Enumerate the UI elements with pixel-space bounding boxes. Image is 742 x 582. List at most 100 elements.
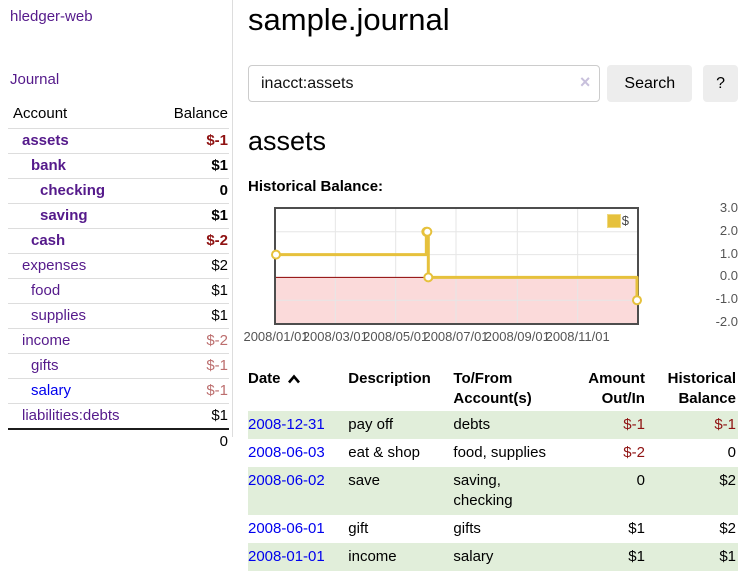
account-row: supplies $1 xyxy=(8,303,229,329)
account-row: liabilities:debts $1 xyxy=(8,403,229,430)
balance-chart: $ 3.0 2.0 1.0 0.0 -1.0 -2.0 2008/01/01 2008/03/… xyxy=(243,200,738,350)
sidebar-item-journal[interactable]: Journal xyxy=(10,71,60,88)
transaction-date-link[interactable]: 2008-06-01 xyxy=(248,520,325,537)
data-point-marker xyxy=(422,226,433,237)
account-row: saving $1 xyxy=(8,203,229,229)
search-bar: × Search ? xyxy=(248,65,738,102)
transaction-cell-balance: 0 xyxy=(727,444,736,461)
chart-plot-area[interactable]: $ xyxy=(271,207,642,325)
account-row: income $-2 xyxy=(8,328,229,354)
legend-label: $ xyxy=(621,213,629,228)
register-header-accounts: To/From Account(s) xyxy=(453,370,532,407)
register-header-balance: Historical Balance xyxy=(667,370,736,407)
transaction-cell-description: pay off xyxy=(348,411,454,439)
y-axis-tick-label: 3.0 xyxy=(719,200,738,215)
account-link[interactable]: bank xyxy=(31,157,67,174)
transaction-row[interactable]: 2008-06-03 eat & shop food, supplies $-2 0 xyxy=(248,439,738,467)
account-link[interactable]: assets xyxy=(22,132,69,149)
chart-svg xyxy=(271,209,642,323)
accounts-header-balance: Balance xyxy=(151,102,229,129)
account-link[interactable]: saving xyxy=(40,207,88,224)
transaction-row[interactable]: 2008-01-01 income salary $1 $1 xyxy=(248,543,738,571)
data-point-marker xyxy=(632,295,642,306)
app-brand-link[interactable]: hledger-web xyxy=(10,8,93,25)
register-header-date[interactable]: Date xyxy=(248,367,348,411)
data-point-marker xyxy=(423,272,434,283)
account-balance: $1 xyxy=(151,278,229,304)
account-link[interactable]: liabilities:debts xyxy=(22,407,120,424)
accounts-total-spacer xyxy=(8,428,152,454)
transaction-date-link[interactable]: 2008-06-03 xyxy=(248,444,325,461)
transaction-cell-amount: $-2 xyxy=(623,444,645,461)
account-row: food $1 xyxy=(8,278,229,304)
account-balance: $-2 xyxy=(151,228,229,254)
search-input[interactable] xyxy=(248,65,601,102)
transaction-date-cell: 2008-01-01 xyxy=(248,543,349,571)
transaction-date-cell: 2008-06-01 xyxy=(248,515,348,543)
accounts-total-balance: 0 xyxy=(151,428,229,454)
sort-ascending-icon xyxy=(287,374,300,384)
transaction-date-link[interactable]: 2008-06-02 xyxy=(248,472,325,489)
account-balance: $1 xyxy=(151,203,229,229)
transaction-cell-accounts: saving, checking xyxy=(453,467,566,515)
accounts-total-row: 0 xyxy=(8,428,229,454)
transaction-cell-accounts: salary xyxy=(453,543,566,571)
transaction-cell-description: save xyxy=(348,467,454,515)
y-axis-tick-label: -2.0 xyxy=(715,314,738,329)
account-link[interactable]: supplies xyxy=(31,307,87,324)
account-link[interactable]: gifts xyxy=(31,357,59,374)
account-link[interactable]: expenses xyxy=(22,257,87,274)
transaction-cell-balance: $1 xyxy=(646,543,738,571)
account-link[interactable]: checking xyxy=(40,182,106,199)
transaction-cell-accounts: debts xyxy=(453,411,566,439)
account-row: checking 0 xyxy=(8,178,229,204)
account-balance: $-1 xyxy=(151,128,229,154)
account-balance: 0 xyxy=(151,178,229,204)
transaction-date-link[interactable]: 2008-01-01 xyxy=(248,548,325,565)
transaction-row[interactable]: 2008-06-01 gift gifts $1 $2 xyxy=(248,515,738,543)
register-table: Date Description To/From Account(s) Amou… xyxy=(248,367,738,571)
register-tbody: 2008-12-31 pay off debts $-1 $-1 2008-06-03 ea… xyxy=(248,411,738,571)
transaction-cell-balance: $2 xyxy=(646,467,738,515)
transaction-cell-amount: 0 xyxy=(565,467,647,515)
help-button[interactable]: ? xyxy=(703,65,738,102)
y-axis-tick-label: -1.0 xyxy=(715,291,738,307)
transaction-date-cell: 2008-06-02 xyxy=(248,467,349,515)
account-link[interactable]: cash xyxy=(31,232,66,249)
account-balance: $2 xyxy=(151,253,229,279)
account-heading: assets xyxy=(248,126,327,156)
main-content: sample.journal × Search ? assets Histori… xyxy=(243,0,738,571)
accounts-header-account: Account xyxy=(8,102,152,129)
accounts-tbody: assets $-1 bank $1 checking 0 saving $1 cash $-2 e… xyxy=(8,128,229,430)
y-axis-tick-label: 2.0 xyxy=(719,222,738,238)
search-button[interactable]: Search xyxy=(607,65,693,102)
account-link[interactable]: salary xyxy=(31,382,72,399)
account-balance: $1 xyxy=(151,153,229,179)
transaction-cell-accounts: gifts xyxy=(453,520,481,537)
accounts-table: Account Balance assets $-1 bank $1 checking 0… xyxy=(8,102,229,454)
data-point-marker xyxy=(271,249,281,260)
transaction-cell-amount: $1 xyxy=(628,520,645,537)
register-header-amount: Amount Out/In xyxy=(588,370,645,407)
x-axis-tick-label: 2008/09/01 xyxy=(484,329,550,344)
clear-search-icon[interactable]: × xyxy=(579,72,591,92)
account-row: salary $-1 xyxy=(8,378,229,404)
account-row: assets $-1 xyxy=(8,128,229,154)
transaction-row[interactable]: 2008-06-02 save saving, checking 0 $2 xyxy=(248,467,738,515)
y-axis-tick-label: 1.0 xyxy=(719,245,738,261)
transaction-date-link[interactable]: 2008-12-31 xyxy=(248,416,325,433)
account-row: cash $-2 xyxy=(8,228,229,254)
account-balance: $-1 xyxy=(151,378,229,404)
legend-swatch-icon xyxy=(606,213,621,228)
transaction-date-cell: 2008-12-31 xyxy=(248,411,349,439)
x-axis-tick-label: 2008/07/01 xyxy=(423,329,489,344)
account-link[interactable]: food xyxy=(31,282,61,299)
account-balance: $1 xyxy=(151,403,229,430)
account-link[interactable]: income xyxy=(22,332,71,349)
transaction-row[interactable]: 2008-12-31 pay off debts $-1 $-1 xyxy=(248,411,738,439)
account-balance: $-2 xyxy=(151,328,229,354)
transaction-cell-balance: $-1 xyxy=(646,411,738,439)
account-row: bank $1 xyxy=(8,153,229,179)
transaction-cell-description: eat & shop xyxy=(348,444,420,461)
x-axis-tick-label: 2008/01/01 xyxy=(243,329,309,344)
